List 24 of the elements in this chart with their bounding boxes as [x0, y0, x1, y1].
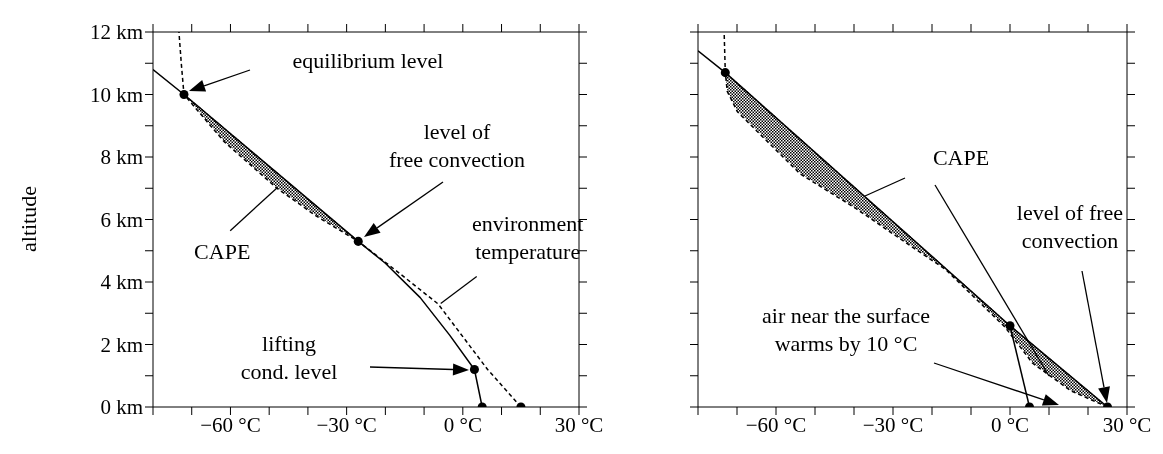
annotation: CAPE [932, 144, 990, 170]
x-tick-label: 0 °C [443, 412, 482, 437]
y-tick-label: 6 km [100, 207, 143, 232]
x-tick-label: −60 °C [745, 412, 807, 437]
annotation: level of free convection [1016, 199, 1124, 253]
annotation: air near the surface warms by 10 °C [762, 302, 930, 356]
annotation: equilibrium level [292, 47, 444, 73]
annotation: CAPE [194, 239, 251, 265]
x-tick-label: −30 °C [316, 412, 377, 437]
y-tick-label: 8 km [100, 145, 143, 170]
x-tick-label: −60 °C [200, 412, 261, 437]
y-tick-label: 12 km [89, 20, 143, 45]
y-tick-label: 2 km [100, 332, 143, 357]
annotation: lifting cond. level [240, 330, 338, 384]
y-tick-label: 0 km [100, 395, 143, 420]
x-tick-label: 30 °C [554, 412, 604, 437]
x-tick-label: 30 °C [1102, 412, 1152, 437]
x-tick-label: −30 °C [862, 412, 924, 437]
annotation: environment temperature [472, 211, 584, 265]
y-tick-label: 4 km [100, 270, 143, 295]
y-tick-label: 10 km [89, 82, 143, 107]
x-tick-label: 0 °C [990, 412, 1030, 437]
y-axis-title: altitude [15, 186, 41, 252]
annotation: level of free convection [388, 118, 526, 172]
